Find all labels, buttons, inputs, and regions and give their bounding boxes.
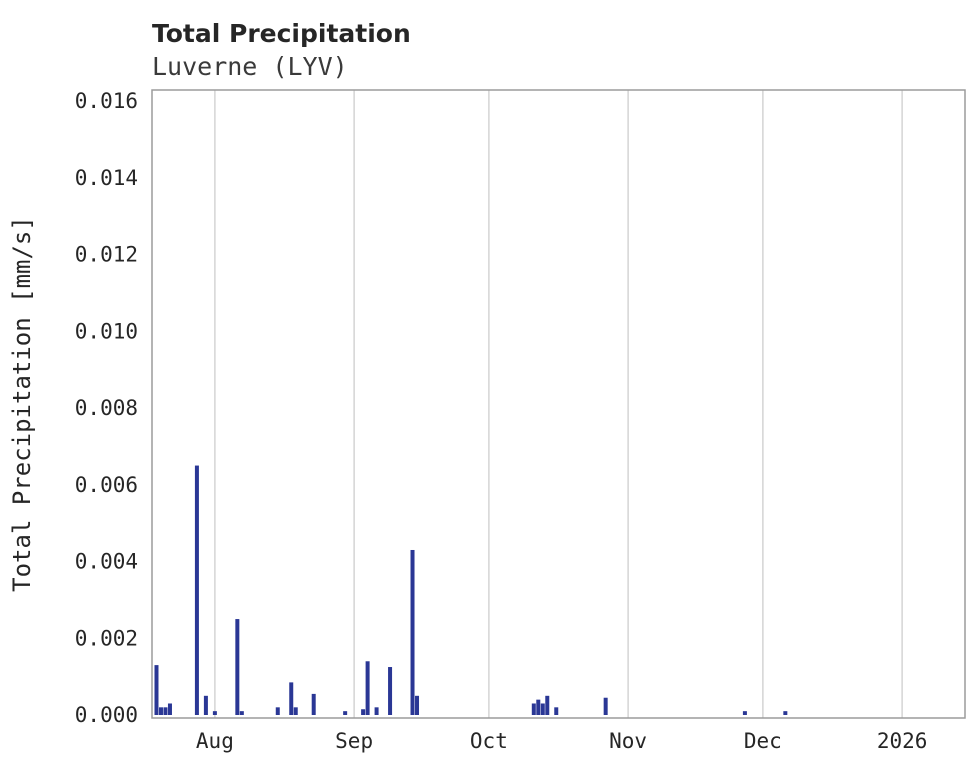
y-tick-label: 0.004 (75, 550, 138, 574)
precip-bar (343, 711, 348, 715)
precip-bar (410, 549, 415, 715)
chart-subtitle: Luverne (LYV) (152, 52, 348, 81)
precip-bar (531, 703, 536, 715)
y-tick-label: 0.002 (75, 626, 138, 650)
precip-bar (415, 695, 420, 715)
bars-group (154, 465, 788, 715)
y-tick-label: 0.016 (75, 89, 138, 113)
precip-bar (540, 703, 545, 715)
precip-bar (235, 619, 240, 715)
y-tick-label: 0.000 (75, 703, 138, 727)
precip-bar (311, 693, 316, 715)
chart-title: Total Precipitation (152, 19, 411, 48)
precip-bar (783, 711, 788, 715)
y-tick-label: 0.014 (75, 166, 138, 190)
precip-bar (374, 707, 379, 715)
precip-bar (554, 707, 559, 715)
precip-bar (212, 711, 217, 715)
x-tick-label: Sep (335, 729, 373, 753)
plot-frame (151, 89, 966, 719)
precip-bar (388, 667, 393, 715)
precip-bar (203, 695, 208, 715)
gridlines (214, 90, 903, 718)
y-tick-label: 0.010 (75, 319, 138, 343)
precip-bar (154, 665, 159, 715)
plot-border (151, 89, 966, 719)
precip-bar (365, 661, 370, 715)
x-tick-label: Aug (196, 729, 234, 753)
precip-bar (742, 711, 747, 715)
x-axis-tick-labels: Aug Sep Oct Nov Dec 2026 (196, 729, 927, 753)
precip-bar (194, 465, 199, 715)
y-axis-tick-labels: 0.000 0.002 0.004 0.006 0.008 0.010 0.012 0.014… (75, 89, 138, 727)
precip-bar (167, 703, 172, 715)
x-tick-label: Nov (609, 729, 647, 753)
x-tick-label: Dec (744, 729, 782, 753)
precip-bar (163, 707, 168, 715)
y-axis-label: Total Precipitation [mm/s] (8, 216, 36, 592)
x-tick-label: Oct (470, 729, 508, 753)
precip-bar (158, 707, 163, 715)
precip-bar (293, 707, 298, 715)
precip-bar (361, 709, 366, 715)
y-tick-label: 0.008 (75, 396, 138, 420)
y-tick-label: 0.012 (75, 243, 138, 267)
precip-bar (536, 699, 541, 715)
y-tick-label: 0.006 (75, 473, 138, 497)
precip-bar (289, 682, 294, 715)
precip-bar (239, 711, 244, 715)
precip-bar (275, 707, 280, 715)
precip-bar (603, 697, 608, 715)
precip-bar (545, 695, 550, 715)
x-tick-label: 2026 (877, 729, 928, 753)
